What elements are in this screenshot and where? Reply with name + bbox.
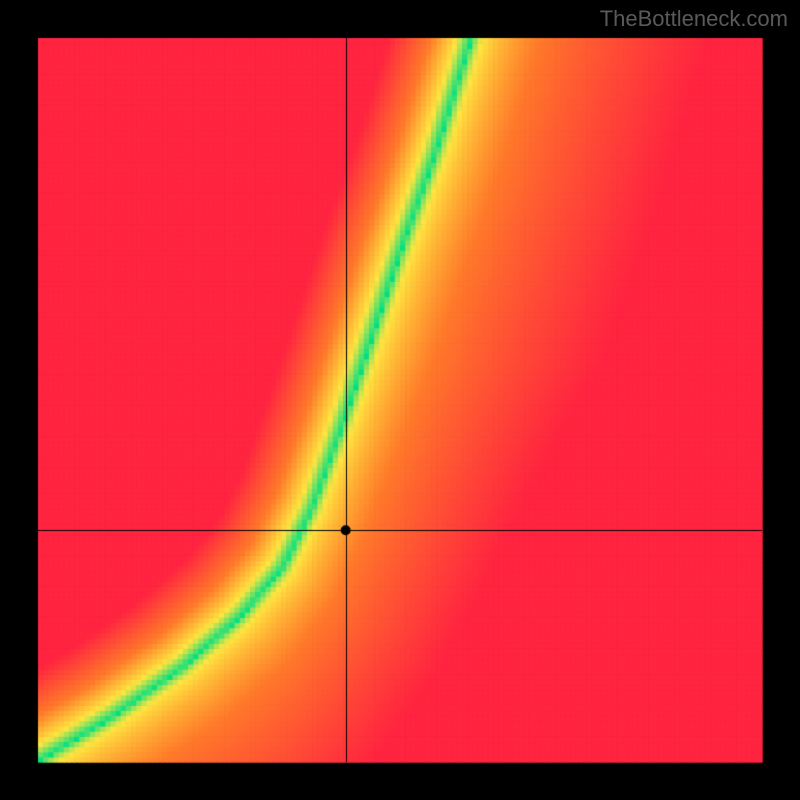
bottleneck-heatmap-canvas [0, 0, 800, 800]
chart-container: TheBottleneck.com [0, 0, 800, 800]
watermark-text: TheBottleneck.com [600, 6, 788, 32]
